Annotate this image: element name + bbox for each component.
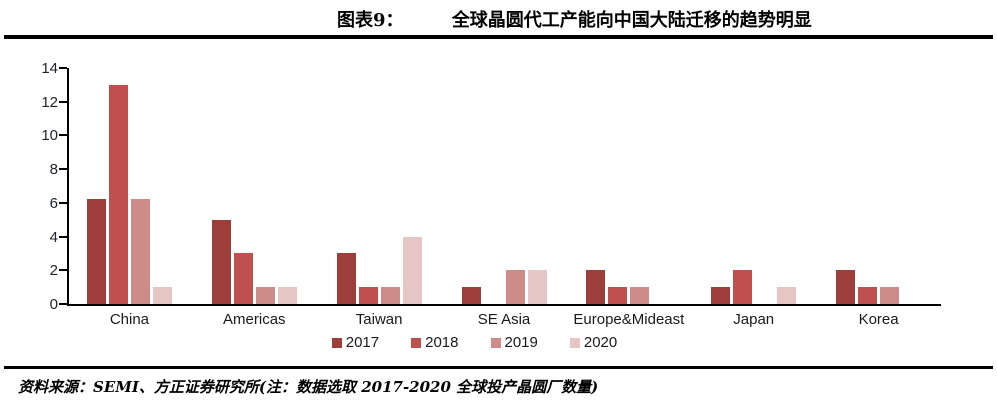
legend-item-2019: 2019	[490, 334, 538, 351]
x-axis-label: Korea	[858, 311, 899, 328]
bar-group-korea	[816, 68, 941, 304]
x-axis-label: Japan	[733, 311, 775, 328]
grouped-bar-chart: 0 2 4 6 8 10 12 14 China Americas Taiwan SE Asia Eu…	[0, 60, 973, 351]
bar-group-taiwan	[317, 68, 442, 304]
x-axis-label: Taiwan	[355, 311, 403, 328]
bar-2019	[255, 287, 275, 304]
figure-title: 全球晶圆代工产能向中国大陆迁移的趋势明显	[451, 10, 812, 31]
y-axis-tick-mark	[59, 134, 67, 137]
bar-2020	[527, 270, 547, 304]
chart-legend: 2017 2018 2019 2020	[0, 334, 973, 351]
bar-2017	[711, 287, 731, 304]
y-axis-tick-label: 4	[49, 228, 58, 246]
x-axis-label: Europe&Mideast	[573, 311, 685, 328]
y-axis-tick-mark	[59, 67, 67, 69]
y-axis-tick-mark	[59, 168, 67, 171]
source-divider-rule	[4, 366, 993, 369]
bar-2019	[380, 287, 400, 304]
bar-2017	[211, 220, 231, 304]
bar-group-europe-mideast	[566, 68, 691, 304]
x-axis-label: Americas	[223, 311, 286, 328]
y-axis-tick-label: 8	[49, 161, 58, 179]
bar-group-americas	[192, 68, 317, 304]
legend-label: 2020	[583, 334, 618, 351]
legend-item-2020: 2020	[569, 334, 618, 351]
figure-number-label: 图表9：	[337, 10, 404, 31]
x-axis-labels: China Americas Taiwan SE Asia Europe&Mideast…	[67, 311, 941, 328]
legend-item-2017: 2017	[331, 334, 380, 351]
bar-2019	[505, 270, 525, 304]
legend-swatch-icon	[411, 337, 422, 348]
bar-2020	[277, 287, 297, 304]
legend-swatch-icon	[331, 337, 342, 348]
y-axis-tick-mark	[59, 235, 67, 238]
bar-2020	[777, 287, 797, 304]
y-axis-tick-mark	[59, 269, 67, 272]
bar-group-china	[67, 68, 192, 304]
y-axis-tick-label: 2	[49, 262, 58, 280]
bar-2017	[461, 287, 481, 304]
y-axis-tick-mark	[59, 201, 67, 204]
y-axis-tick-label: 10	[41, 127, 58, 145]
bar-group-se-asia	[442, 68, 567, 304]
bar-2020	[152, 287, 172, 304]
bar-2020	[402, 237, 422, 304]
x-axis-line	[67, 304, 941, 306]
x-axis-label: SE Asia	[477, 311, 531, 328]
y-axis-tick-label: 12	[41, 93, 58, 111]
bar-2017	[836, 270, 856, 304]
bar-2018	[233, 253, 253, 304]
bar-2017	[586, 270, 606, 304]
y-axis-line	[67, 68, 69, 306]
bar-2018	[608, 287, 628, 304]
bar-groups	[67, 68, 941, 304]
bar-2018	[733, 270, 753, 304]
legend-label: 2017	[345, 334, 380, 351]
legend-label: 2018	[425, 334, 459, 351]
y-axis-tick-label: 6	[49, 194, 58, 212]
bar-2019	[130, 199, 150, 304]
y-axis-tick-label: 0	[49, 296, 58, 313]
title-divider-rule	[4, 35, 993, 39]
source-note: 资料来源：SEMI、方正证券研究所(注：数据选取 2017-2020 全球投产晶…	[18, 378, 599, 396]
bar-2018	[358, 287, 378, 304]
x-axis-label: China	[109, 311, 150, 328]
bar-2017	[86, 199, 106, 304]
bar-2019	[880, 287, 900, 304]
legend-label: 2019	[504, 334, 538, 351]
legend-swatch-icon	[490, 337, 501, 348]
bar-2017	[336, 253, 356, 304]
y-axis-tick-mark	[59, 100, 67, 103]
legend-swatch-icon	[569, 337, 580, 348]
bar-2018	[108, 85, 128, 304]
y-axis-tick-label: 14	[41, 60, 58, 77]
legend-item-2018: 2018	[411, 334, 459, 351]
bar-2018	[858, 287, 878, 304]
y-axis-tick-mark	[59, 303, 67, 305]
bar-group-japan	[691, 68, 816, 304]
figure-title-row: 图表9： 全球晶圆代工产能向中国大陆迁移的趋势明显	[337, 6, 812, 32]
bar-2019	[630, 287, 650, 304]
